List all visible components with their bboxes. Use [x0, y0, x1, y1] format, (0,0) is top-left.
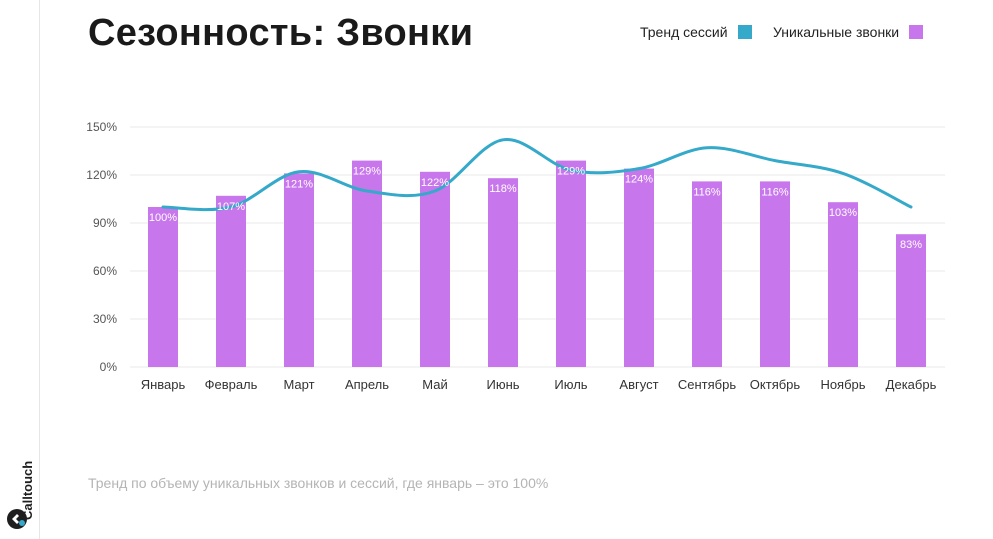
bar — [216, 195, 246, 367]
y-tick-label: 30% — [93, 312, 117, 326]
bar — [284, 173, 314, 367]
x-tick-label: Сентябрь — [678, 377, 736, 392]
x-tick-label: Август — [619, 377, 658, 392]
calltouch-logo-icon — [7, 509, 27, 529]
bar — [896, 234, 926, 367]
bar — [420, 171, 450, 367]
x-tick-label: Май — [422, 377, 447, 392]
legend-label-sessions: Тренд сессий — [640, 24, 728, 40]
brand: Calltouch — [4, 430, 36, 530]
bar — [352, 160, 382, 367]
side-rail: Calltouch — [0, 0, 40, 539]
bar — [148, 207, 178, 367]
chart-caption: Тренд по объему уникальных звонков и сес… — [88, 475, 549, 491]
bar — [692, 181, 722, 367]
bar-value-label: 118% — [489, 183, 517, 195]
bar-value-label: 121% — [285, 178, 313, 190]
y-tick-label: 90% — [93, 216, 117, 230]
x-tick-label: Февраль — [205, 377, 258, 392]
x-tick-label: Ноябрь — [820, 377, 865, 392]
bar — [828, 202, 858, 367]
x-tick-label: Март — [283, 377, 314, 392]
legend-item-sessions: Тренд сессий — [640, 24, 752, 40]
x-tick-label: Декабрь — [886, 377, 937, 392]
bar-value-label: 103% — [829, 207, 857, 219]
legend-item-calls: Уникальные звонки — [773, 24, 924, 40]
bar-value-label: 129% — [353, 166, 381, 178]
sessions-trend-line — [161, 138, 913, 212]
bar-value-label: 129% — [557, 166, 585, 178]
x-tick-label: Апрель — [345, 377, 389, 392]
legend-label-calls: Уникальные звонки — [773, 24, 900, 40]
x-tick-label: Октябрь — [750, 377, 801, 392]
bar-value-label: 116% — [693, 186, 721, 198]
x-tick-label: Январь — [141, 377, 186, 392]
y-tick-label: 120% — [86, 168, 117, 182]
bar — [624, 168, 654, 367]
y-tick-label: 150% — [86, 120, 117, 134]
bar-value-label: 122% — [421, 177, 449, 189]
page-title: Сезонность: Звонки — [88, 12, 474, 54]
bar-value-label: 107% — [217, 201, 245, 213]
bar — [488, 178, 518, 367]
legend-swatch-calls — [909, 25, 924, 39]
bar-value-label: 100% — [149, 212, 177, 224]
bar — [556, 160, 586, 367]
bar-value-label: 124% — [625, 174, 653, 186]
y-tick-label: 0% — [100, 360, 118, 374]
bar — [760, 181, 790, 367]
bar-value-label: 116% — [761, 186, 789, 198]
y-tick-label: 60% — [93, 264, 117, 278]
legend-swatch-sessions — [737, 25, 752, 39]
bar-value-label: 83% — [900, 239, 922, 251]
x-tick-label: Июль — [554, 377, 587, 392]
x-tick-label: Июнь — [486, 377, 519, 392]
